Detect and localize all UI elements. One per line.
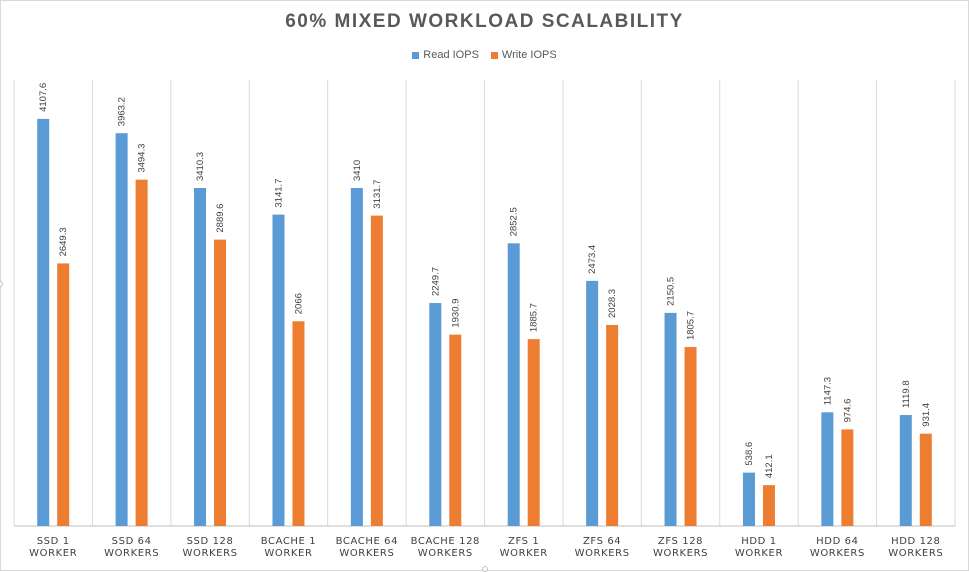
bar-read-iops (37, 118, 50, 526)
data-label-read-iops: 2150.5 (666, 277, 677, 306)
bar-read-iops (350, 188, 363, 526)
data-label-write-iops: 2649.3 (58, 227, 69, 256)
bar-read-iops (429, 303, 442, 526)
data-label-read-iops: 1147.3 (822, 377, 833, 405)
bar-write-iops (527, 339, 540, 526)
chart-title: 60% MIXED WORKLOAD SCALABILITY (285, 11, 684, 32)
bar-write-iops (606, 324, 619, 526)
x-tick-label: SSD 64 (112, 536, 152, 547)
legend-swatch-write (490, 51, 498, 59)
bar-write-iops (684, 347, 697, 526)
bar-write-iops (370, 215, 383, 526)
x-tick-label: WORKERS (104, 548, 159, 559)
x-tick-label: SSD 128 (187, 536, 234, 547)
data-label-write-iops: 2889.6 (215, 204, 226, 233)
bar-write-iops (919, 433, 932, 526)
bar-read-iops (194, 188, 207, 526)
data-label-read-iops: 3410 (352, 160, 363, 181)
bar-read-iops (664, 312, 677, 526)
legend-label-read: Read IOPS (423, 49, 479, 61)
bar-write-iops (762, 485, 775, 526)
x-tick-label: WORKERS (575, 548, 630, 559)
x-tick-label: ZFS 1 (508, 536, 539, 547)
legend-entry-read: Read IOPS (412, 49, 479, 61)
data-label-read-iops: 3141.7 (273, 179, 284, 208)
data-label-write-iops: 2066 (293, 293, 304, 314)
bar-write-iops (292, 321, 305, 526)
x-tick-label: HDD 128 (891, 536, 940, 547)
bar-read-iops (899, 415, 912, 526)
data-label-write-iops: 1885.7 (529, 303, 540, 332)
x-tick-label: WORKERS (339, 548, 394, 559)
data-label-read-iops: 3963.2 (117, 97, 128, 126)
x-tick-label: WORKER (500, 548, 548, 559)
data-label-read-iops: 1119.8 (901, 380, 912, 408)
bar-read-iops (586, 280, 599, 526)
bar-read-iops (507, 243, 520, 526)
x-tick-label: ZFS 128 (658, 536, 703, 547)
data-label-write-iops: 931.4 (921, 403, 932, 427)
bar-write-iops (135, 179, 148, 527)
bar-read-iops (821, 412, 834, 526)
x-tick-label: BCACHE 128 (411, 536, 480, 547)
x-tick-label: WORKERS (653, 548, 708, 559)
x-tick-label: WORKERS (810, 548, 865, 559)
x-tick-label: BCACHE 64 (336, 536, 398, 547)
x-tick-label: HDD 64 (816, 536, 858, 547)
bar-write-iops (841, 429, 854, 526)
x-tick-label: WORKER (264, 548, 312, 559)
legend-label-write: Write IOPS (501, 49, 557, 61)
chart-legend: Read IOPS Write IOPS (0, 49, 969, 61)
bar-write-iops (214, 239, 227, 527)
legend-swatch-read (412, 51, 420, 59)
resize-handle-left[interactable] (0, 281, 3, 287)
bar-write-iops (57, 263, 70, 526)
data-label-write-iops: 974.6 (842, 399, 853, 423)
x-tick-label: WORKERS (418, 548, 473, 559)
bar-write-iops (449, 334, 462, 526)
x-tick-label: BCACHE 1 (261, 536, 317, 547)
data-label-write-iops: 3131.7 (372, 180, 383, 209)
data-label-read-iops: 2249.7 (430, 267, 441, 296)
data-label-read-iops: 3410.3 (195, 152, 206, 181)
data-label-read-iops: 2852.5 (509, 207, 520, 236)
data-label-write-iops: 412.1 (764, 454, 775, 478)
x-tick-label: WORKER (735, 548, 783, 559)
legend-entry-write: Write IOPS (490, 49, 557, 61)
bar-read-iops (272, 214, 285, 526)
data-label-write-iops: 2028.3 (607, 289, 618, 318)
x-tick-label: WORKERS (182, 548, 237, 559)
x-tick-label: SSD 1 (37, 536, 70, 547)
data-label-write-iops: 1930.9 (450, 299, 461, 328)
x-tick-label: WORKERS (888, 548, 943, 559)
data-label-write-iops: 3494.3 (137, 144, 148, 173)
x-tick-label: ZFS 64 (583, 536, 621, 547)
data-label-read-iops: 2473.4 (587, 245, 598, 274)
data-label-write-iops: 1805.7 (686, 311, 697, 340)
x-tick-label: WORKER (29, 548, 77, 559)
bar-read-iops (742, 472, 755, 526)
x-tick-label: HDD 1 (741, 536, 776, 547)
data-label-read-iops: 538.6 (744, 442, 755, 466)
bar-read-iops (115, 133, 128, 526)
data-label-read-iops: 4107.6 (38, 83, 49, 112)
